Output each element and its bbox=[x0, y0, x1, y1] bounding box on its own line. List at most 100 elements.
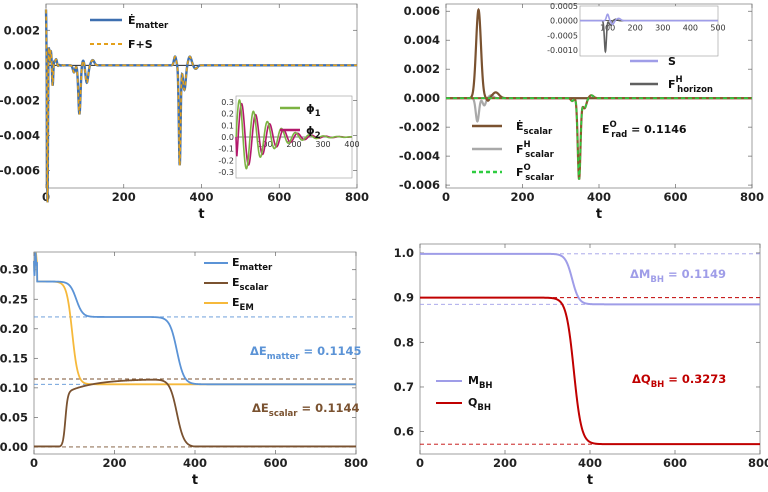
y-tick-label: -0.004 bbox=[0, 128, 40, 142]
y-tick-label: 0.6 bbox=[394, 425, 414, 439]
inset-y-tick-label: -0.1 bbox=[218, 145, 234, 154]
y-tick-label: 0.05 bbox=[0, 410, 28, 424]
y-tick-label: 0.10 bbox=[0, 381, 28, 395]
inset-legend-label: FH horizon bbox=[668, 75, 713, 95]
x-tick-label: 0 bbox=[42, 190, 50, 204]
legend-label: Ėscalar bbox=[516, 119, 553, 137]
annotation-energy-radiated: EO rad = 0.1146 bbox=[602, 120, 687, 140]
y-tick-label: 0.20 bbox=[0, 322, 28, 336]
inset-y-tick-label: 0.0 bbox=[221, 133, 234, 142]
inset-y-tick-label: 0.3 bbox=[221, 98, 234, 107]
x-tick-label: 0 bbox=[416, 456, 424, 470]
panel-energies: 0 200 400 600 800 0.30 0.25 0.20 0.15 0.10 0.05 0.0… bbox=[0, 251, 368, 488]
inset-x-tick-label: 300 bbox=[655, 24, 670, 33]
x-tick-label: 600 bbox=[263, 456, 287, 470]
y-tick-label: 0.15 bbox=[0, 351, 28, 365]
inset-b-frame bbox=[579, 5, 719, 57]
panel-black-hole-mass-charge: 0 200 400 600 800 1.0 0.9 0.8 0.7 0.6 t MBH QBH ΔMBH … bbox=[394, 243, 768, 488]
y-tick-label: 0.002 bbox=[404, 62, 440, 76]
series-line bbox=[45, 9, 357, 203]
y-tick-label: 0.000 bbox=[404, 91, 440, 105]
legend-label: QBH bbox=[468, 396, 491, 413]
x-tick-label: 200 bbox=[112, 190, 136, 204]
y-tick-label: 0.7 bbox=[394, 380, 414, 394]
inset-x-tick-label: 200 bbox=[628, 24, 643, 33]
inset-x-tick-label: 200 bbox=[286, 140, 301, 149]
series-line bbox=[33, 252, 356, 386]
panel-scalar-flux: 0 200 400 600 800 0.006 0.004 0.002 0.000 -0.002 -… bbox=[399, 2, 764, 222]
x-tick-label: 800 bbox=[344, 456, 368, 470]
inset-x-tick-label: 400 bbox=[683, 24, 698, 33]
x-tick-label: 200 bbox=[102, 456, 126, 470]
x-axis-label: t bbox=[587, 473, 593, 488]
x-axis-label: t bbox=[198, 207, 204, 222]
y-tick-label: 0.25 bbox=[0, 292, 28, 306]
inset-y-tick-label: 0.0000 bbox=[550, 17, 578, 26]
x-tick-label: 200 bbox=[493, 456, 517, 470]
x-tick-label: 400 bbox=[587, 190, 611, 204]
inset-series-line bbox=[235, 99, 352, 170]
x-tick-label: 800 bbox=[345, 190, 369, 204]
inset-y-tick-label: -0.0010 bbox=[547, 46, 578, 55]
inset-y-tick-label: -0.3 bbox=[218, 168, 234, 177]
x-axis-label: t bbox=[596, 207, 602, 222]
annotation-delta-e-scalar: ΔEscalar = 0.1144 bbox=[252, 401, 359, 419]
series-line bbox=[420, 252, 760, 306]
panel-energy-flux: 0 200 400 600 800 0.002 0.000 -0.002 -0.004 -0.00… bbox=[0, 3, 369, 222]
x-tick-label: 400 bbox=[183, 456, 207, 470]
x-axis-label: t bbox=[192, 473, 198, 488]
inset-x-tick-label: 400 bbox=[344, 140, 359, 149]
legend-label: Ematter bbox=[232, 256, 273, 273]
series-line bbox=[420, 296, 760, 446]
series-line bbox=[34, 378, 356, 448]
annotation-delta-m-bh: ΔMBH = 0.1149 bbox=[630, 267, 726, 285]
y-tick-label: 0.000 bbox=[4, 58, 40, 72]
legend-label: Escalar bbox=[232, 276, 269, 293]
series-line bbox=[446, 94, 752, 180]
inset-x-tick-label: 500 bbox=[710, 24, 725, 33]
legend-label: FO scalar bbox=[516, 163, 555, 183]
series-line bbox=[33, 252, 356, 386]
legend-label: Ėmatter bbox=[128, 13, 169, 31]
series-line bbox=[446, 94, 752, 180]
x-tick-label: 200 bbox=[510, 190, 534, 204]
inset-x-tick-label: 300 bbox=[315, 140, 330, 149]
annotation-delta-e-matter: ΔEmatter = 0.1145 bbox=[250, 344, 361, 362]
inset-y-tick-label: 0.1 bbox=[221, 121, 234, 130]
y-tick-label: -0.004 bbox=[399, 149, 440, 163]
y-tick-label: 0.30 bbox=[0, 263, 28, 277]
inset-series-line bbox=[580, 13, 718, 26]
x-tick-label: 600 bbox=[267, 190, 291, 204]
inset-legend-label: ϕ2 bbox=[306, 124, 321, 141]
inset-legend-label: ϕ1 bbox=[306, 102, 321, 119]
y-tick-label: 0.00 bbox=[0, 440, 28, 454]
y-tick-label: 0.004 bbox=[404, 33, 440, 47]
legend-label: F+S bbox=[128, 38, 153, 51]
y-tick-label: -0.006 bbox=[0, 163, 40, 177]
x-tick-label: 800 bbox=[740, 190, 764, 204]
x-tick-label: 600 bbox=[663, 190, 687, 204]
annotation-delta-q-bh: ΔQBH = 0.3273 bbox=[632, 372, 726, 390]
y-tick-label: -0.002 bbox=[0, 93, 40, 107]
x-tick-label: 0 bbox=[442, 190, 450, 204]
y-tick-label: 0.9 bbox=[394, 291, 414, 305]
y-tick-label: 0.006 bbox=[404, 4, 440, 18]
y-tick-label: 0.8 bbox=[394, 335, 414, 349]
x-tick-label: 600 bbox=[663, 456, 687, 470]
x-tick-label: 800 bbox=[748, 456, 768, 470]
legend-label: EEM bbox=[232, 296, 254, 313]
x-tick-label: 0 bbox=[30, 456, 38, 470]
x-tick-label: 400 bbox=[578, 456, 602, 470]
inset-y-tick-label: 0.2 bbox=[221, 110, 234, 119]
y-tick-label: 0.002 bbox=[4, 23, 40, 37]
inset-legend-label: S bbox=[668, 55, 676, 68]
y-tick-label: -0.006 bbox=[399, 178, 440, 192]
inset-y-tick-label: 0.0005 bbox=[550, 2, 578, 11]
inset-y-tick-label: -0.0005 bbox=[547, 31, 578, 40]
inset-y-tick-label: -0.2 bbox=[218, 156, 234, 165]
legend-label: FH scalar bbox=[516, 140, 555, 160]
x-tick-label: 400 bbox=[189, 190, 213, 204]
legend-label: MBH bbox=[468, 374, 493, 391]
y-tick-label: 1.0 bbox=[394, 246, 414, 260]
